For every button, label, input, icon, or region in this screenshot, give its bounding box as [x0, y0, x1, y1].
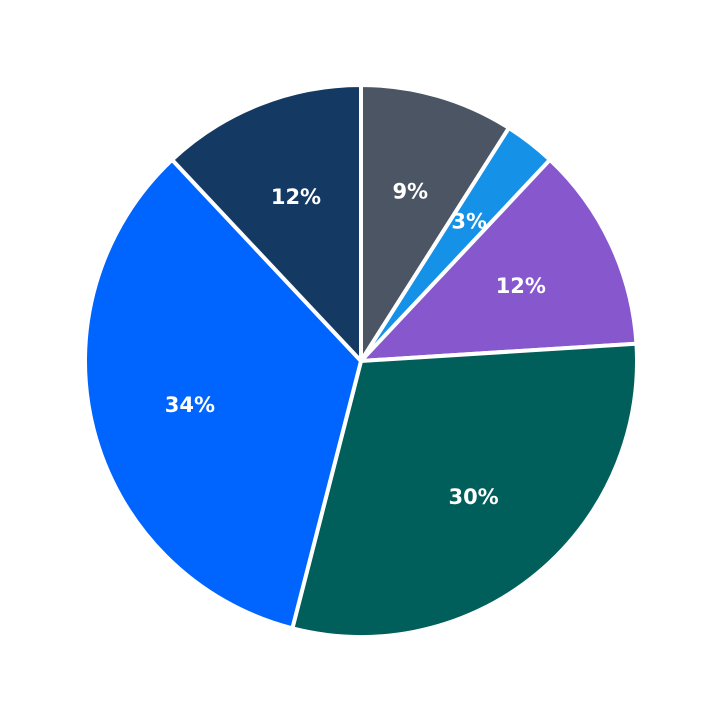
slice-label: 30%: [448, 485, 498, 509]
pie-slice: [290, 341, 639, 639]
pie-slice: [359, 157, 639, 363]
pie-slice: [83, 157, 363, 631]
slice-label: 12%: [496, 274, 546, 298]
pie-slice: [170, 83, 363, 363]
slice-label: 12%: [271, 185, 321, 209]
slice-label: 3%: [451, 209, 487, 233]
slice-label: 9%: [392, 179, 428, 203]
slice-label: 34%: [165, 393, 215, 417]
pie-slice: [359, 83, 511, 363]
